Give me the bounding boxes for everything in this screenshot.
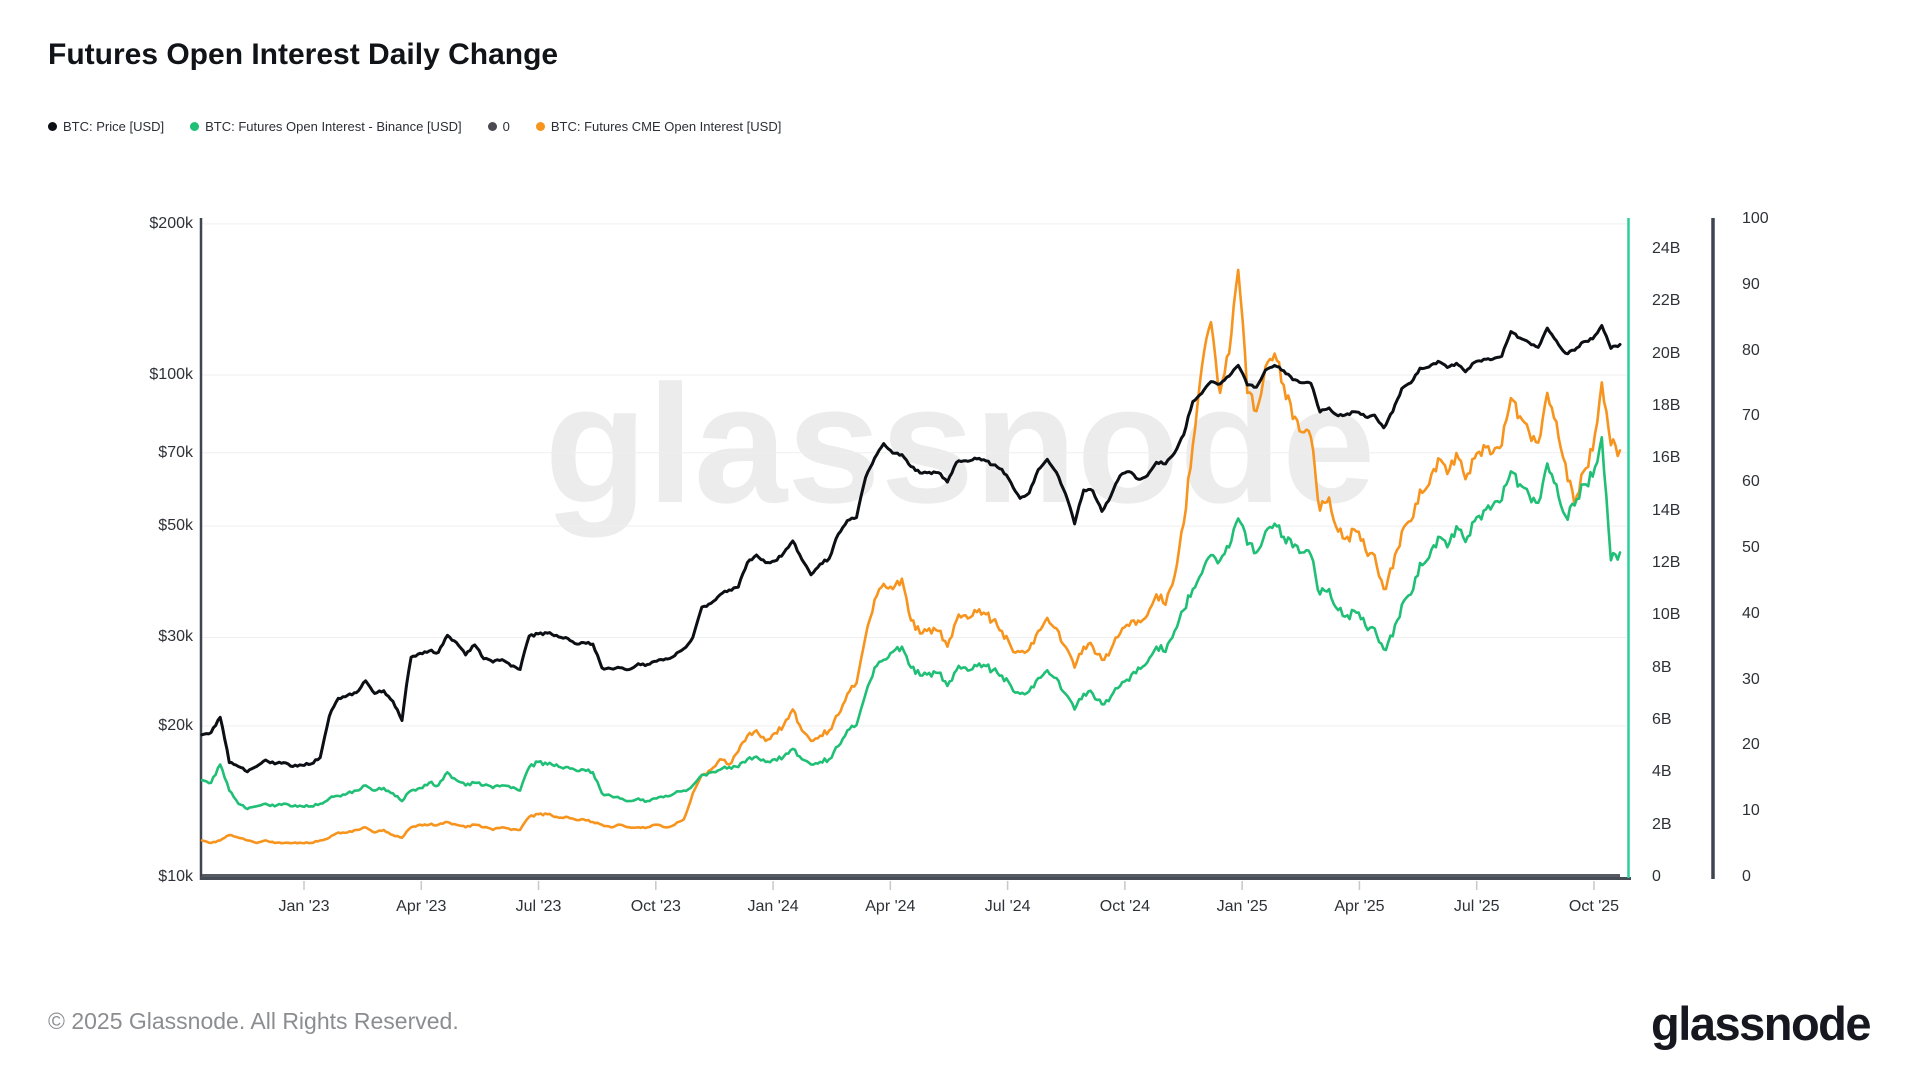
x-axis-tick-label: Apr '24 <box>865 898 916 915</box>
secondary-axis-tick-label: 20 <box>1742 736 1760 754</box>
left-axis-tick-label: $10k <box>158 868 193 885</box>
x-axis-tick-label: Apr '23 <box>396 898 447 915</box>
legend-item-0[interactable]: BTC: Price [USD] <box>48 119 164 134</box>
legend-dot <box>190 122 200 131</box>
legend-item-3[interactable]: BTC: Futures CME Open Interest [USD] <box>535 119 782 134</box>
left-axis-tick-label: $20k <box>158 716 193 734</box>
oi-axis-tick-label: 10B <box>1652 606 1681 624</box>
left-axis-tick-label: $100k <box>149 366 193 383</box>
x-axis-tick-label: Oct '24 <box>1099 898 1150 915</box>
x-axis-tick-label: Apr '25 <box>1334 898 1385 915</box>
x-axis-tick-label: Jul '25 <box>1453 898 1500 915</box>
secondary-axis-tick-label: 90 <box>1742 275 1760 293</box>
glassnode-logo: glassnode <box>1651 997 1871 1050</box>
left-axis-tick-label: $30k <box>158 628 193 646</box>
x-axis-tick-label: Jul '24 <box>984 898 1031 915</box>
secondary-axis-tick-label: 100 <box>1742 210 1769 227</box>
x-axis-tick-label: Jan '25 <box>1216 898 1268 915</box>
oi-axis-tick-label: 18B <box>1652 396 1681 414</box>
secondary-axis-tick-label: 60 <box>1742 473 1760 491</box>
left-axis-tick-label: $70k <box>158 443 193 461</box>
left-axis-tick-label: $200k <box>149 214 193 232</box>
left-axis-tick-label: $50k <box>158 517 193 535</box>
legend-dot <box>48 122 57 131</box>
legend-item-label: 0 <box>502 119 510 134</box>
secondary-axis-tick-label: 10 <box>1742 802 1760 820</box>
oi-axis-tick-label: 6B <box>1652 710 1672 728</box>
legend-item-label: BTC: Price [USD] <box>63 119 165 134</box>
legend-dot <box>487 122 497 131</box>
legend-dot <box>535 122 545 131</box>
oi-axis-tick-label: 4B <box>1652 763 1672 781</box>
legend-item-label: BTC: Futures Open Interest - Binance [US… <box>205 119 462 134</box>
oi-axis-tick-label: 2B <box>1652 815 1672 833</box>
secondary-axis-tick-label: 0 <box>1742 868 1751 885</box>
secondary-axis-tick-label: 80 <box>1742 341 1760 359</box>
btc-price-line <box>200 324 1622 774</box>
secondary-axis-tick-label: 40 <box>1742 604 1760 622</box>
oi-axis-tick-label: 16B <box>1652 449 1681 467</box>
x-axis-tick-label: Jan '24 <box>747 898 799 915</box>
oi-axis-tick-label: 24B <box>1652 239 1681 257</box>
oi-axis-tick-label: 8B <box>1652 658 1672 676</box>
x-axis-tick-label: Jul '23 <box>515 898 562 915</box>
copyright-text: © 2025 Glassnode. All Rights Reserved. <box>48 1008 459 1034</box>
secondary-axis-tick-label: 70 <box>1742 407 1760 425</box>
gridlines <box>202 223 1627 727</box>
page-title: Futures Open Interest Daily Change <box>48 38 559 71</box>
legend-item-1[interactable]: BTC: Futures Open Interest - Binance [US… <box>190 119 462 134</box>
oi-axis-tick-label: 12B <box>1652 553 1681 571</box>
glassnode-watermark: glassnode <box>544 350 1376 538</box>
oi-axis-tick-label: 22B <box>1652 292 1681 310</box>
legend-item-label: BTC: Futures CME Open Interest [USD] <box>550 119 782 134</box>
x-axis-tick-marks <box>303 881 1595 890</box>
x-axis-tick-label: Jan '23 <box>278 898 330 915</box>
oi-axis-tick-label: 20B <box>1652 344 1681 362</box>
legend: BTC: Price [USD] BTC: Futures Open Intere… <box>48 119 781 134</box>
x-axis-tick-label: Oct '23 <box>630 898 681 915</box>
cme-open-interest-line <box>200 268 1622 845</box>
secondary-axis-tick-label: 50 <box>1742 539 1760 556</box>
legend-item-2[interactable]: 0 <box>487 119 510 134</box>
secondary-axis-tick-label: 30 <box>1742 670 1760 688</box>
x-axis-tick-label: Oct '25 <box>1568 898 1620 915</box>
binance-open-interest-line <box>200 435 1622 811</box>
oi-axis-tick-label: 0 <box>1652 868 1661 885</box>
oi-axis-tick-label: 14B <box>1652 501 1681 519</box>
